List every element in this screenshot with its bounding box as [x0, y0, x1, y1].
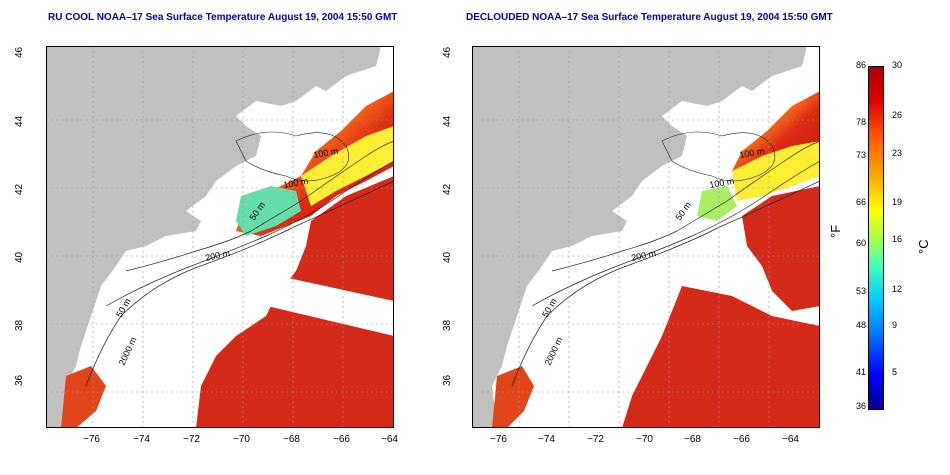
lon-tick-label: −68 [684, 434, 701, 445]
contour-2000m [85, 180, 394, 387]
contour-gulf-of-maine [235, 131, 350, 182]
c-tick-label: 26 [892, 110, 903, 120]
left-lat-axis: 36 38 40 42 44 46 [14, 46, 44, 428]
lon-tick-label: −66 [333, 434, 350, 445]
lon-tick-label: −74 [133, 434, 150, 445]
contour-shelf [551, 140, 820, 272]
contour-label-100m-a: 100 m [739, 146, 765, 160]
land-mass [472, 46, 807, 428]
c-tick-label: 12 [892, 284, 903, 294]
f-tick-label: 66 [855, 197, 866, 207]
sst-warm-east [742, 186, 820, 311]
lon-tick-label: −70 [636, 434, 653, 445]
contour-label-100m-a: 100 m [313, 146, 339, 160]
lat-tick-label: 46 [442, 46, 453, 58]
left-panel-title: RU COOL NOAA–17 Sea Surface Temperature … [48, 12, 398, 23]
right-lat-axis: 36 38 40 42 44 46 [442, 46, 472, 428]
f-tick-label: 73 [855, 150, 866, 160]
contour-200m [105, 160, 394, 307]
lon-tick-label: −76 [490, 434, 507, 445]
right-map: 100 m 100 m 50 m 200 m 50 m 2000 m [472, 46, 820, 428]
f-tick-label: 86 [855, 60, 866, 70]
c-tick-label: 30 [892, 60, 903, 70]
f-tick-label: 78 [855, 117, 866, 127]
left-map: 100 m 100 m 50 m 200 m 50 m 2000 m [46, 46, 394, 428]
colorbar [868, 66, 884, 410]
sst-coastal-south [61, 366, 106, 428]
c-tick-label: 23 [892, 148, 903, 158]
lon-tick-label: −68 [283, 434, 300, 445]
lon-tick-label: −66 [733, 434, 750, 445]
f-tick-label: 53 [855, 286, 866, 296]
lon-tick-label: −72 [183, 434, 200, 445]
lat-tick-label: 42 [14, 183, 25, 195]
lon-tick-label: −72 [587, 434, 604, 445]
f-tick-label: 41 [855, 367, 866, 377]
colorbar-c-unit: °C [916, 239, 931, 254]
contour-2000m [511, 180, 820, 387]
colorbar-c-ticks: 30 26 23 19 16 12 9 5 [886, 60, 910, 414]
lat-tick-label: 38 [442, 319, 453, 331]
contour-200m [531, 160, 820, 307]
lon-tick-label: −76 [83, 434, 100, 445]
land-mass [46, 46, 381, 428]
c-tick-label: 16 [892, 234, 903, 244]
sst-northeast [732, 91, 820, 171]
lat-tick-label: 44 [14, 115, 25, 127]
sst-warm-south [622, 286, 820, 428]
lat-tick-label: 38 [14, 319, 25, 331]
lat-tick-label: 44 [442, 115, 453, 127]
lon-tick-label: −74 [538, 434, 555, 445]
right-lon-axis: −76 −74 −72 −70 −68 −66 −64 [472, 434, 820, 450]
cloud-swath [246, 271, 394, 336]
colorbar-f-unit: °F [828, 224, 843, 238]
sst-cool-patch [697, 186, 737, 221]
f-tick-label: 48 [855, 320, 866, 330]
lat-tick-label: 40 [442, 251, 453, 263]
sst-coastal-south [492, 366, 534, 428]
contour-shelf [125, 140, 394, 272]
lat-tick-label: 36 [442, 374, 453, 386]
lat-tick-label: 42 [442, 183, 453, 195]
c-tick-label: 9 [892, 320, 898, 330]
sst-yellow-patch [732, 141, 820, 201]
contour-label-100m-b: 100 m [709, 176, 735, 190]
lon-tick-label: −64 [381, 434, 398, 445]
sst-yellow-patch [301, 126, 394, 206]
colorbar-f-ticks: 86 78 73 66 60 53 48 41 36 [842, 60, 866, 414]
lon-tick-label: −70 [233, 434, 250, 445]
right-panel-title: DECLOUDED NOAA–17 Sea Surface Temperatur… [466, 12, 833, 23]
sst-cool-patch [236, 186, 301, 236]
lat-tick-label: 40 [14, 251, 25, 263]
c-tick-label: 19 [892, 197, 903, 207]
f-tick-label: 36 [855, 401, 866, 411]
contour-gulf-of-maine [661, 131, 776, 182]
lat-tick-label: 46 [14, 46, 25, 58]
left-lon-axis: −76 −74 −72 −70 −68 −66 −64 [46, 434, 398, 450]
lat-tick-label: 36 [14, 374, 25, 386]
c-tick-label: 5 [892, 367, 898, 377]
f-tick-label: 60 [855, 238, 866, 248]
contour-label-100m-b: 100 m [283, 176, 309, 190]
lon-tick-label: −64 [782, 434, 799, 445]
